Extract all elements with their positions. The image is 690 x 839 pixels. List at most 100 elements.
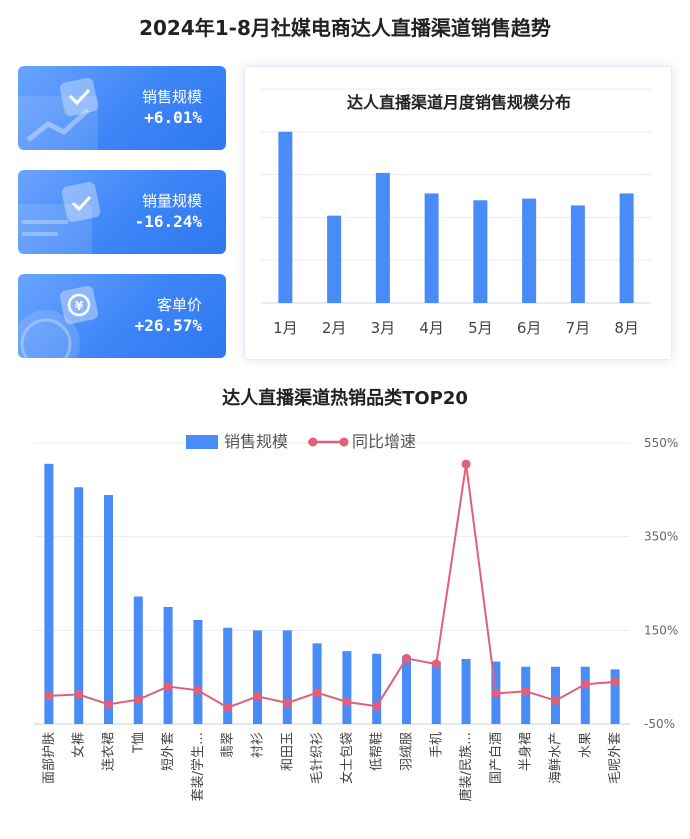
growth-point: [193, 685, 203, 695]
growth-point: [163, 682, 173, 692]
x-tick-label: 唐装/民族…: [458, 732, 474, 801]
growth-point: [74, 689, 84, 699]
growth-point: [312, 688, 322, 698]
legend: 销售规模 同比增速: [186, 432, 416, 451]
x-tick-label: 女裤: [71, 732, 87, 758]
bar: [104, 495, 113, 724]
legend-line-dot: [308, 437, 318, 447]
bar: [44, 463, 54, 724]
growth-point: [133, 695, 143, 705]
x-tick-label: 5月: [468, 319, 493, 337]
growth-point: [253, 691, 262, 701]
growth-point: [461, 459, 471, 469]
bar: [424, 193, 439, 303]
x-tick-label: 连衣裙: [101, 732, 117, 771]
kpi-value: -16.24%: [134, 212, 202, 231]
x-tick-label: 毛呢外套: [607, 732, 623, 784]
bar: [327, 215, 342, 303]
growth-point: [44, 691, 54, 701]
bar: [312, 643, 322, 724]
x-tick-label: 套装/学生…: [190, 732, 206, 801]
bar: [580, 666, 590, 724]
legend-label: 销售规模: [224, 432, 288, 451]
growth-point: [372, 701, 382, 711]
x-tick-label: 海鲜水产: [549, 732, 564, 784]
x-tick-label: 3月: [371, 319, 396, 337]
bar: [372, 653, 382, 724]
yuan-coin-icon: ¥: [18, 285, 99, 358]
growth-point: [342, 697, 352, 707]
top20-chart-title: 达人直播渠道热销品类TOP20: [222, 388, 468, 409]
kpi-label: 客单价: [156, 296, 202, 314]
x-tick-label: 低帮鞋: [369, 732, 385, 771]
bar: [522, 198, 537, 303]
bar: [473, 200, 488, 303]
x-tick-label: 翡翠: [221, 732, 236, 758]
monthly-chart-title: 达人直播渠道月度销售规模分布: [346, 93, 571, 112]
growth-point: [610, 677, 620, 687]
bar: [282, 630, 292, 724]
x-tick-label: 8月: [614, 319, 639, 337]
legend-label: 同比增速: [352, 432, 416, 451]
x-tick-label: 衬衫: [251, 732, 266, 758]
bar: [193, 619, 203, 724]
kpi-card-price: ¥ 客单价 +26.57%: [18, 274, 226, 358]
kpi-value: +6.01%: [144, 108, 202, 127]
bar: [342, 651, 352, 724]
legend-line-dot: [339, 437, 349, 447]
bar: [223, 627, 233, 724]
clipboard-check-icon: [18, 181, 101, 254]
bar: [375, 172, 390, 303]
growth-point: [282, 698, 292, 708]
growth-point: [580, 679, 590, 689]
monthly-sales-chart: 1月 2月 3月 4月 5月 6月 7月 8月: [261, 88, 651, 337]
x-tick-label: 6月: [517, 319, 542, 337]
bar: [402, 656, 411, 724]
bar: [278, 131, 293, 303]
bar: [431, 661, 441, 724]
x-tick-label: 国产白酒: [488, 732, 504, 784]
monthly-sales-chart-card: 1月 2月 3月 4月 5月 6月 7月 8月 达人直播渠道月度销售规模分布: [244, 66, 672, 360]
growth-point: [104, 699, 113, 709]
x-tick-label: 面部护肤: [42, 732, 57, 784]
y-right-tick-label: -50%: [644, 717, 675, 731]
x-tick-label: 和田玉: [280, 732, 295, 771]
page-title: 2024年1-8月社媒电商达人直播渠道销售趋势: [139, 16, 551, 40]
y-right-tick-label: 150%: [644, 623, 678, 637]
bar: [570, 205, 585, 303]
bar: [133, 596, 143, 724]
kpi-label: 销量规模: [141, 192, 202, 210]
bar: [610, 669, 620, 724]
growth-point: [491, 689, 501, 699]
x-tick-label: 半身裙: [518, 732, 534, 771]
y-right-tick-label: 550%: [644, 436, 678, 450]
chart-check-icon: [18, 77, 99, 150]
x-tick-label: 短外套: [160, 732, 176, 771]
x-tick-label: 7月: [566, 319, 591, 337]
bar: [551, 666, 560, 724]
kpi-label: 销售规模: [141, 88, 202, 106]
kpi-value: +26.57%: [134, 316, 202, 335]
growth-point: [521, 686, 531, 696]
x-tick-label: 水果: [578, 732, 593, 758]
growth-point: [223, 703, 233, 713]
x-tick-label: 羽绒服: [400, 732, 415, 771]
growth-line: [48, 463, 616, 709]
x-tick-label: T恤: [131, 732, 146, 754]
x-tick-label: 手机: [429, 732, 444, 758]
x-tick-label: 2月: [322, 319, 347, 337]
y-right-tick-label: 350%: [644, 530, 678, 544]
bar: [619, 193, 634, 303]
x-tick-label: 1月: [273, 319, 298, 337]
growth-point: [431, 659, 441, 669]
top20-category-chart: -50% 150% 350% 550% 面部护肤 女裤 连衣裙 T恤 短外套 套装/学生… 翡翠 衬衫…: [34, 432, 678, 801]
growth-point: [551, 696, 560, 706]
legend-bar-swatch: [186, 435, 218, 449]
bar: [74, 487, 84, 724]
bar: [253, 630, 262, 724]
kpi-card-sales: 销售规模 +6.01%: [18, 66, 226, 150]
x-tick-label: 4月: [419, 319, 444, 337]
x-tick-label: 毛针织衫: [310, 732, 325, 784]
bar: [163, 606, 173, 724]
bar: [461, 658, 471, 724]
